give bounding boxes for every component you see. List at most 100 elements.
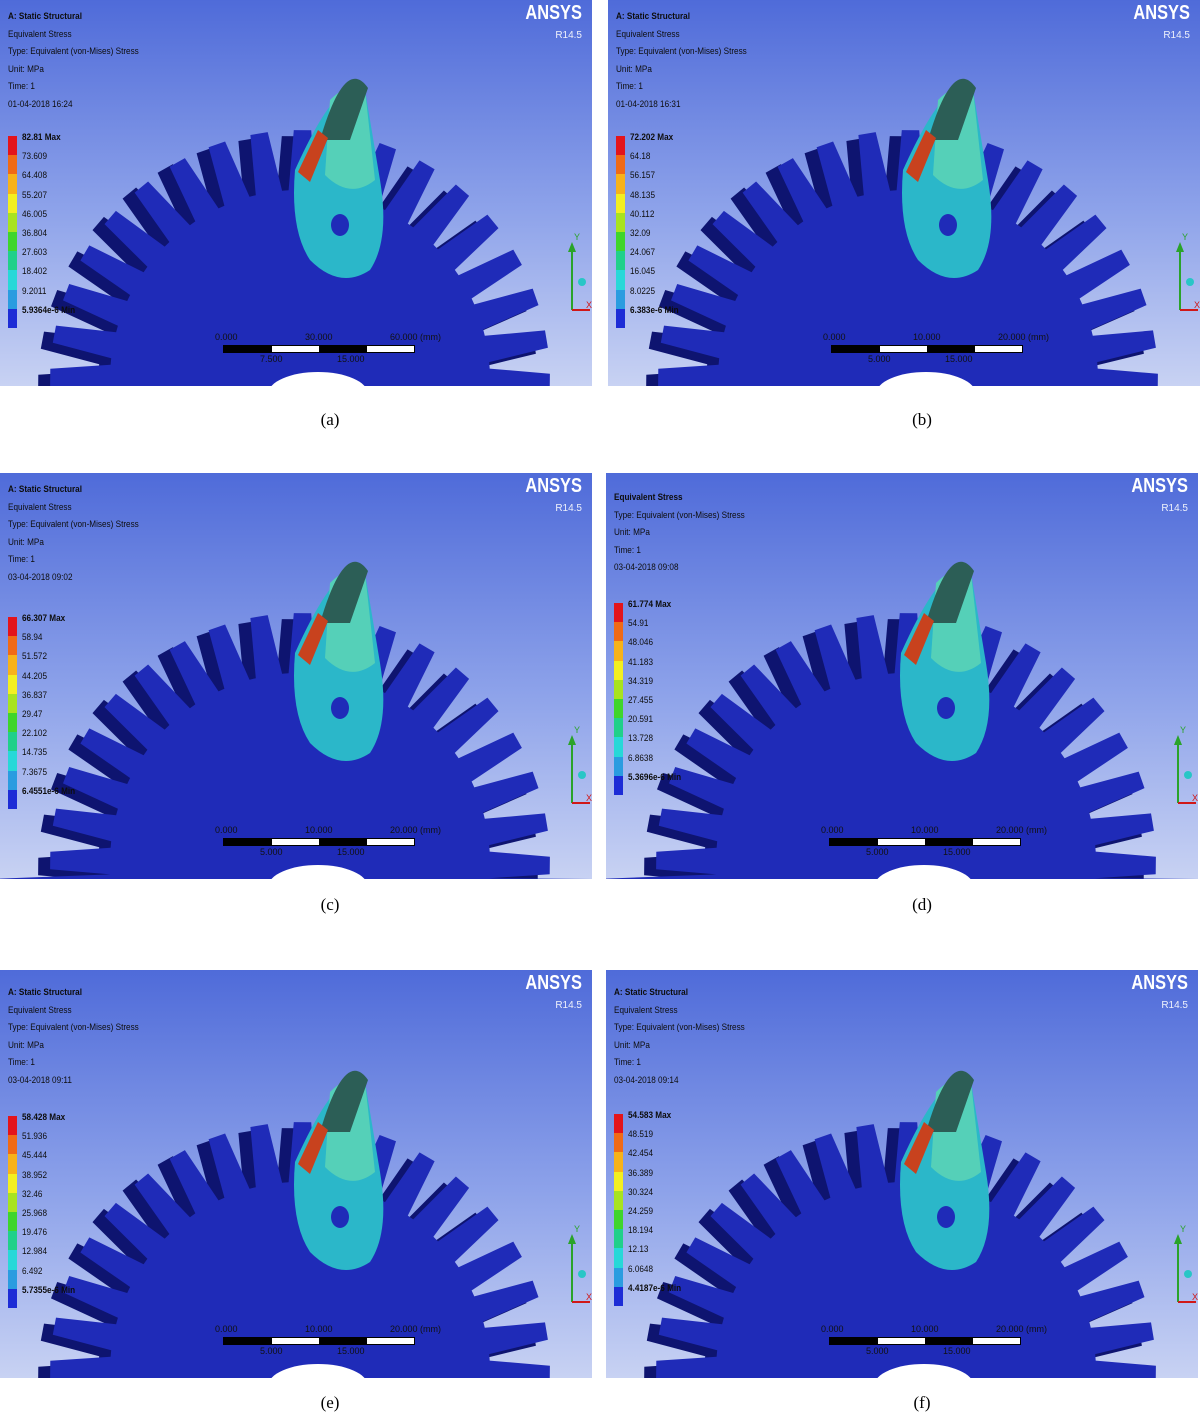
legend-value-label: 40.112: [630, 208, 655, 220]
scale-rail: [223, 345, 415, 353]
legend-color-swatch: [8, 655, 17, 675]
scale-tick-label: 0.000: [215, 332, 238, 342]
legend-min-label: 4.4187e-6 Min: [628, 1282, 682, 1294]
axis-x-label: X: [586, 1292, 592, 1302]
result-info: A: Static Structural Equivalent Stress Typ…: [8, 984, 139, 1089]
result-info-line: Type: Equivalent (von-Mises) Stress: [8, 1022, 139, 1033]
scale-tick-label: 15.000: [337, 847, 365, 857]
stress-region-high: [298, 130, 328, 182]
gear-body: [0, 1122, 592, 1378]
scale-tick-label: 20.000 (mm): [390, 825, 442, 835]
gear-bore: [879, 372, 973, 386]
result-info: A: Static Structural Equivalent Stress Typ…: [8, 8, 139, 113]
axis-triad[interactable]: Y X: [562, 725, 592, 820]
axis-y-label: Y: [1180, 725, 1187, 735]
legend-color-swatch: [614, 1229, 623, 1249]
result-info: A: Static Structural Equivalent Stress Typ…: [616, 8, 747, 113]
ansys-logo-text: ANSYS: [525, 972, 582, 994]
legend-color-swatch: [8, 712, 17, 733]
scale-segment: [224, 839, 272, 845]
gear-model-view[interactable]: [0, 970, 592, 1378]
result-info-line: Unit: MPa: [8, 536, 44, 548]
panel-d: ANSYS R14.5 Equivalent Stress Type: Equival…: [606, 473, 1198, 879]
legend-value-label: 16.045: [630, 266, 655, 278]
legend-value-label: 38.952: [22, 1169, 47, 1181]
legend-color-swatch: [616, 270, 625, 290]
legend-color-swatch: [8, 1135, 17, 1155]
legend-color-swatch: [8, 693, 17, 713]
scale-segment: [925, 1338, 973, 1344]
legend-color-swatch: [614, 660, 623, 680]
legend-color-swatch: [614, 1114, 623, 1134]
scale-tick-label: 7.500: [260, 354, 283, 364]
scale-segment: [224, 346, 272, 352]
scale-segment: [925, 839, 973, 845]
ansys-logo-text: ANSYS: [1131, 972, 1188, 994]
axis-triad[interactable]: Y X: [562, 1224, 592, 1319]
tooth-top-face: [926, 1070, 974, 1132]
legend-value-label: 12.13: [628, 1244, 649, 1256]
result-info-line: Unit: MPa: [8, 1039, 44, 1051]
legend-value-label: 46.005: [22, 208, 47, 220]
gear-model-view[interactable]: [608, 0, 1200, 386]
gear-model-view[interactable]: [0, 0, 592, 386]
result-info-line: Time: 1: [616, 81, 643, 92]
result-info-line: A: Static Structural: [616, 11, 691, 22]
axis-triad[interactable]: Y X: [562, 232, 592, 327]
scale-tick-label: 0.000: [215, 825, 238, 835]
legend-value-label: 58.94: [22, 632, 43, 644]
legend-color-swatch: [8, 289, 17, 309]
scale-tick-label: 60.000 (mm): [390, 332, 442, 342]
stress-region-high: [904, 613, 934, 665]
result-info-line: Type: Equivalent (von-Mises) Stress: [8, 519, 139, 530]
scale-segment: [319, 1338, 367, 1344]
caption-e: (e): [320, 1393, 340, 1412]
scale-tick-label: 20.000 (mm): [996, 825, 1048, 835]
scale-tick-label: 20.000 (mm): [996, 1324, 1048, 1334]
gear-model-view[interactable]: [606, 473, 1198, 879]
scale-rail: [223, 1337, 415, 1345]
legend-color-swatch: [614, 1248, 623, 1268]
legend-color-swatch: [614, 1152, 623, 1172]
gear-hole: [939, 214, 957, 236]
result-info-line: 03-04-2018 09:08: [614, 562, 679, 573]
result-info-line: Unit: MPa: [614, 1039, 650, 1051]
legend-color-swatch: [616, 174, 625, 194]
scale-segment: [832, 346, 880, 352]
legend-color-swatch: [616, 155, 625, 175]
ansys-version: R14.5: [1163, 30, 1190, 41]
legend-value-label: 8.0225: [630, 285, 655, 297]
legend-value-label: 36.837: [22, 689, 47, 701]
result-info-line: Equivalent Stress: [8, 28, 72, 40]
result-info: Equivalent Stress Type: Equivalent (von-M…: [614, 489, 745, 577]
result-info-line: Equivalent Stress: [8, 501, 72, 513]
caption-d: (d): [912, 895, 932, 914]
legend-color-swatch: [614, 1267, 623, 1287]
result-info-line: 03-04-2018 09:11: [8, 1074, 72, 1086]
legend-color-swatch: [616, 308, 625, 328]
gear-body: [608, 130, 1200, 386]
legend-value-label: 6.0648: [628, 1263, 653, 1275]
axis-triad[interactable]: Y X: [1170, 232, 1200, 327]
axis-x-label: X: [1192, 1292, 1198, 1302]
legend-value-label: 45.444: [22, 1150, 47, 1162]
legend-value-label: 27.455: [628, 695, 653, 706]
axis-triad[interactable]: Y X: [1168, 1224, 1198, 1319]
legend-value-label: 48.519: [628, 1129, 653, 1141]
legend-max-label: 61.774 Max: [628, 599, 672, 610]
legend-color-swatch: [8, 636, 17, 656]
legend-color-swatch: [616, 136, 625, 156]
legend-value-label: 18.402: [22, 266, 47, 278]
gear-model-view[interactable]: [0, 473, 592, 879]
legend-value-label: 36.389: [628, 1167, 653, 1179]
legend-color-swatch: [8, 674, 17, 694]
legend-value-label: 44.205: [22, 670, 47, 682]
scale-tick-label: 5.000: [260, 1346, 283, 1356]
result-info-line: Time: 1: [614, 544, 641, 556]
legend-min-label: 6.4551e-6 Min: [22, 785, 76, 797]
axis-triad[interactable]: Y X: [1168, 725, 1198, 820]
gear-model-view[interactable]: [606, 970, 1198, 1378]
ansys-brand: ANSYS R14.5: [1119, 475, 1188, 516]
legend-color-swatch: [8, 136, 17, 156]
legend-min-label: 5.9364e-6 Min: [22, 304, 76, 316]
